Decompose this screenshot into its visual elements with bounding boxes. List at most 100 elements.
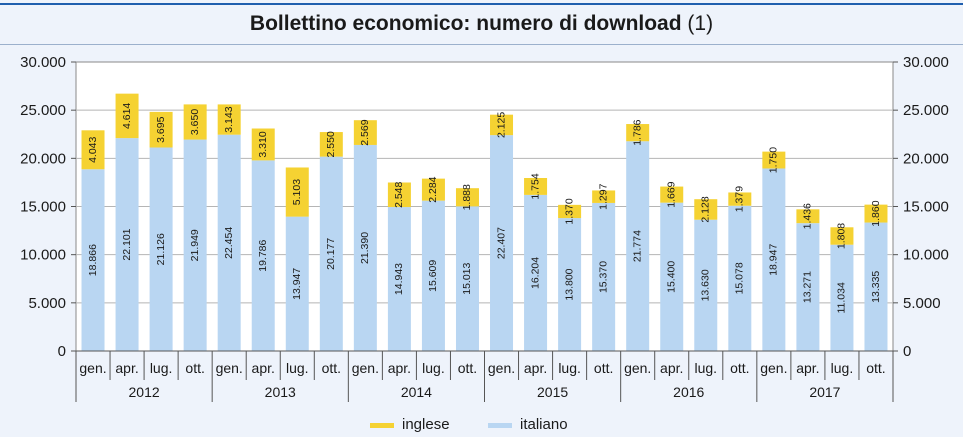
bar-inglese [115,93,139,139]
x-tick-label: gen. [488,360,515,376]
bar-inglese [455,188,479,207]
data-label-inglese: 1.379 [734,186,746,212]
x-tick-label: lug. [422,360,445,376]
data-label-inglese: 4.614 [121,103,133,129]
y-tick-label-right: 30.000 [903,54,949,71]
year-label: 2015 [537,384,568,400]
x-tick-label: lug. [831,360,854,376]
x-tick-label: gen. [624,360,651,376]
data-label-inglese: 1.860 [870,200,882,226]
bar-italiano [217,134,241,351]
bar-inglese [81,130,105,170]
bar-italiano [387,207,411,351]
y-tick-label-left: 15.000 [20,199,66,216]
bar-italiano [592,202,616,351]
year-label: 2014 [401,384,432,400]
x-tick-label: apr. [524,360,547,376]
year-label: 2016 [673,384,704,400]
legend-swatch-italiano [488,423,512,428]
data-label-inglese: 3.143 [223,106,235,132]
x-tick-label: ott. [458,360,477,376]
bar-italiano [626,141,650,351]
bar-italiano [319,156,343,351]
bar-italiano [353,144,377,351]
data-label-italiano: 15.400 [666,261,678,293]
data-label-italiano: 15.013 [461,262,473,294]
bar-italiano [455,206,479,351]
data-label-inglese: 3.650 [189,109,201,135]
x-tick-label: lug. [558,360,581,376]
top-accent-line [0,3,963,5]
data-label-italiano: 18.947 [768,244,780,276]
data-label-inglese: 2.550 [325,131,337,157]
data-label-italiano: 21.774 [631,230,643,262]
y-tick-label-right: 25.000 [903,102,949,119]
data-label-italiano: 21.390 [359,232,371,264]
bar-inglese [694,199,718,220]
bar-inglese [421,178,445,201]
bar-italiano [421,200,445,351]
data-label-italiano: 22.101 [121,228,133,260]
bar-italiano [149,147,173,351]
x-tick-label: lug. [150,360,173,376]
bar-inglese [353,120,377,145]
y-tick-label-right: 10.000 [903,247,949,264]
bar-inglese [149,111,173,148]
y-tick-label-left: 5.000 [28,295,66,312]
data-label-italiano: 16.204 [529,257,541,289]
x-tick-label: lug. [694,360,717,376]
chart-title-main: Bollettino economico: numero di download [249,12,682,35]
x-tick-label: ott. [730,360,749,376]
y-tick-label-left: 0 [58,343,66,360]
data-label-italiano: 22.454 [223,227,235,259]
x-tick-label: apr. [115,360,138,376]
y-tick-label-right: 0 [903,343,911,360]
y-tick-label-left: 10.000 [20,247,66,264]
legend-label-inglese: inglese [402,416,450,433]
data-label-italiano: 22.407 [495,227,507,259]
x-tick-label: gen. [352,360,379,376]
bar-inglese [660,186,684,203]
data-label-inglese: 1.436 [802,203,814,229]
x-tick-label: ott. [594,360,613,376]
y-tick-label-right: 15.000 [903,199,949,216]
bar-inglese [864,204,888,223]
data-label-inglese: 1.297 [597,183,609,209]
data-label-inglese: 1.370 [563,198,575,224]
data-label-inglese: 2.128 [700,196,712,222]
legend-label-italiano: italiano [520,416,568,433]
x-tick-label: apr. [796,360,819,376]
bar-italiano [490,135,514,351]
x-tick-label: ott. [866,360,885,376]
bar-inglese [285,167,309,217]
data-label-italiano: 13.271 [802,271,814,303]
chart-plot: 0 0 5.000 5.000 10.000 10.000 15.000 15.000 20.0… [20,54,949,402]
data-label-inglese: 1.669 [666,181,678,207]
x-tick-label: gen. [216,360,243,376]
bar-inglese [796,209,820,224]
bar-italiano [660,202,684,351]
data-label-italiano: 13.947 [291,268,303,300]
bar-italiano [796,223,820,351]
bar-italiano [81,169,105,351]
data-label-italiano: 14.943 [393,263,405,295]
data-label-italiano: 21.126 [155,233,167,265]
data-label-italiano: 21.949 [189,229,201,261]
data-label-inglese: 1.750 [768,147,780,173]
chart-title: Bollettino economico: numero di download… [0,12,963,36]
year-label: 2017 [809,384,840,400]
bar-inglese [728,192,752,206]
data-label-italiano: 19.786 [257,239,269,271]
y-tick-label-right: 5.000 [903,295,941,312]
data-label-inglese: 1.888 [461,184,473,210]
x-tick-label: lug. [286,360,309,376]
bar-italiano [251,160,275,351]
x-tick-label: apr. [660,360,683,376]
bar-inglese [558,204,582,219]
data-label-inglese: 1.786 [631,119,643,145]
bar-inglese [762,151,786,169]
y-tick-label-left: 25.000 [20,102,66,119]
year-label: 2013 [265,384,296,400]
data-label-italiano: 15.370 [597,261,609,293]
